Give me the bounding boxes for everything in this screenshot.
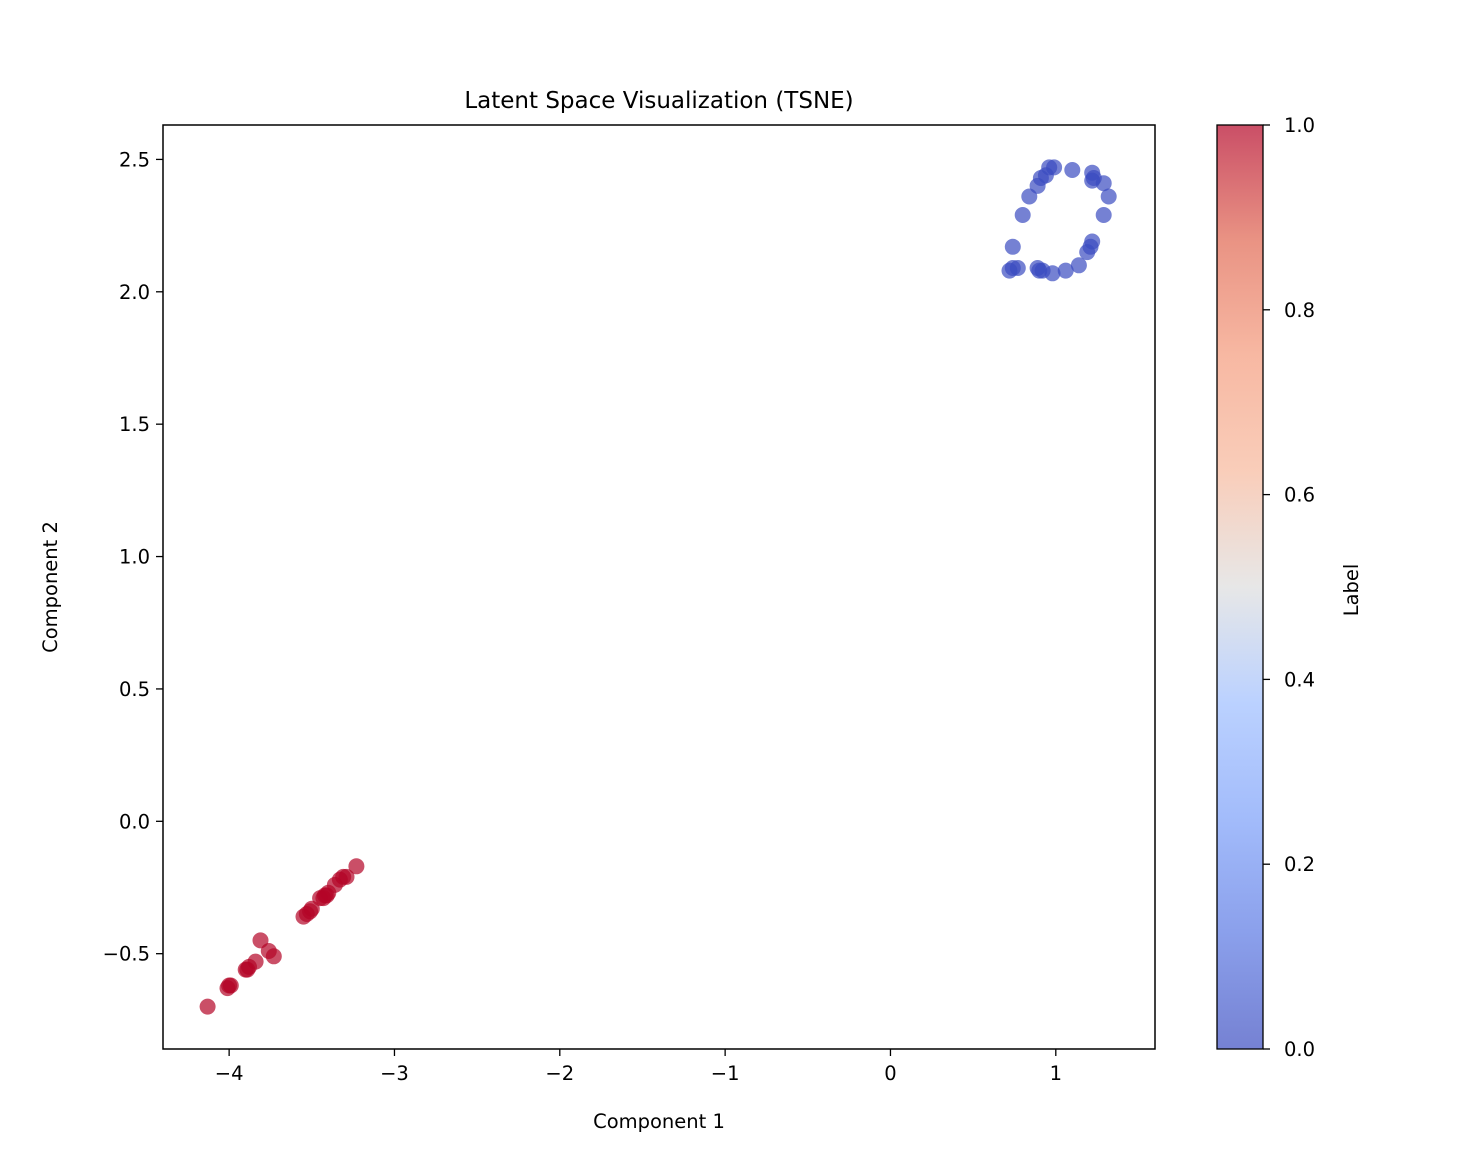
y-tick-label: 0.5 [119, 678, 150, 701]
data-point-label-0-22 [1057, 262, 1074, 279]
data-point-label-0-3 [1004, 238, 1021, 255]
x-axis-ticks: −4 −3 −2 −1 0 1 [215, 1049, 1062, 1085]
colorbar [1216, 124, 1264, 1050]
data-point-label-0-21 [1070, 257, 1087, 274]
x-tick-label: 1 [1050, 1062, 1062, 1085]
colorbar-tick-label: 0.6 [1284, 484, 1315, 507]
x-tick-label: −2 [545, 1062, 574, 1085]
data-point-label-1-7 [247, 953, 264, 970]
y-tick-label: 2.5 [119, 148, 150, 171]
x-tick-label: −3 [380, 1062, 409, 1085]
x-tick-label: −4 [215, 1062, 244, 1085]
data-point-label-0-26 [1029, 260, 1046, 276]
data-point-label-0-16 [1100, 188, 1117, 205]
data-point-label-0-10 [1046, 159, 1063, 176]
colorbar-tick-label: 0.2 [1284, 853, 1315, 876]
y-axis-label: Component 2 [39, 521, 62, 653]
colorbar-tick-label: 0.4 [1284, 668, 1315, 691]
data-point-label-1-23 [338, 868, 355, 885]
data-point-label-1-0 [199, 998, 216, 1015]
points-layer [199, 159, 1117, 1015]
data-point-label-0-4 [1014, 207, 1031, 223]
chart-title: Latent Space Visualization (TSNE) [464, 88, 853, 114]
data-point-label-1-3 [219, 980, 236, 997]
y-tick-label: 2.0 [119, 281, 150, 304]
colorbar-tick-label: 0.0 [1284, 1038, 1315, 1061]
x-tick-label: −1 [711, 1062, 740, 1085]
data-point-label-0-17 [1095, 207, 1112, 223]
y-tick-label: 1.0 [119, 546, 150, 569]
data-point-label-0-20 [1079, 244, 1096, 261]
data-point-label-0-11 [1064, 162, 1081, 178]
data-point-label-0-2 [1009, 260, 1026, 276]
plot-frame [162, 124, 1156, 1050]
colorbar-label: Label [1340, 564, 1363, 617]
x-axis-label: Component 1 [593, 1110, 725, 1133]
data-point-label-0-15 [1095, 175, 1112, 192]
y-tick-label: 1.5 [119, 413, 150, 436]
colorbar-tick-label: 1.0 [1284, 114, 1315, 137]
colorbar-tick-label: 0.8 [1284, 299, 1315, 322]
y-tick-label: 0.0 [119, 810, 150, 833]
y-tick-label: −0.5 [103, 943, 150, 966]
y-axis-ticks: −0.5 0.0 0.5 1.0 1.5 2.0 2.5 [103, 148, 163, 966]
data-point-label-1-10 [265, 948, 282, 965]
data-point-label-1-24 [348, 858, 365, 875]
colorbar-ticks: 0.0 0.2 0.4 0.6 0.8 1.0 [1263, 114, 1315, 1061]
x-tick-label: 0 [884, 1062, 896, 1085]
